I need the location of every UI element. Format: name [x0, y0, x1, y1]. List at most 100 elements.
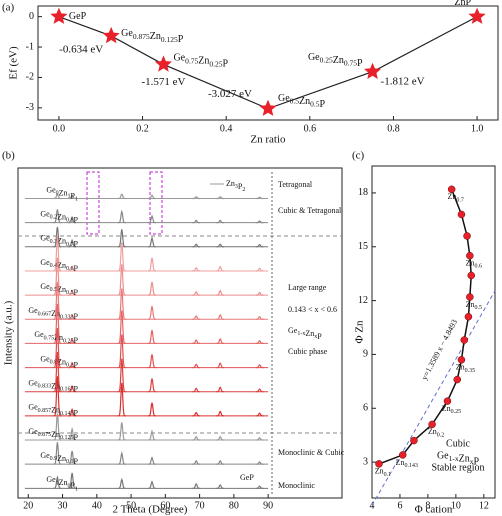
peak	[53, 257, 62, 296]
point-label: Zn0.35	[456, 363, 475, 375]
peak	[68, 384, 77, 393]
peak	[148, 330, 156, 344]
peak	[68, 472, 77, 489]
peak	[216, 337, 225, 344]
peak	[68, 313, 77, 320]
point-label: ZnP	[454, 0, 471, 8]
point-label: Ge0.875Zn0.125P	[121, 28, 184, 45]
value-label: -0.634 eV	[59, 43, 103, 55]
point	[463, 232, 471, 240]
star-point	[50, 7, 68, 24]
legend-entry: GeP	[240, 473, 254, 482]
region-label: Stable region	[431, 462, 484, 473]
point	[375, 460, 383, 468]
peak	[53, 235, 62, 272]
x-tick-label: 4	[370, 500, 375, 511]
point	[460, 336, 468, 344]
star-point	[364, 62, 382, 79]
peak	[117, 477, 126, 489]
peak	[117, 264, 126, 296]
peak	[117, 288, 126, 320]
point-label: Zn0.5	[466, 300, 482, 312]
peak	[192, 435, 201, 441]
point-label: Zn0.7	[447, 192, 463, 204]
peak	[68, 362, 77, 369]
peak	[148, 429, 156, 441]
x-tick-label: 8	[425, 500, 430, 511]
peak	[148, 402, 156, 417]
star-point	[102, 26, 120, 44]
panel-b-frame	[17, 167, 343, 499]
panel-label: (c)	[352, 150, 365, 162]
peak	[192, 290, 201, 296]
peak	[68, 289, 77, 296]
x-tick-label: 30	[58, 500, 68, 511]
panel-label: (a)	[2, 2, 15, 14]
peak	[53, 352, 62, 393]
peak	[117, 382, 126, 417]
point-label: Zn0.25	[442, 404, 461, 416]
peak	[117, 310, 126, 344]
point-label: Ge0.75Zn0.25P	[173, 53, 228, 70]
peak	[192, 266, 201, 272]
peak	[255, 196, 264, 200]
peak	[53, 193, 62, 200]
peak	[53, 303, 62, 344]
phase-label: 0.143 < x < 0.6	[288, 305, 337, 314]
peak	[216, 484, 225, 489]
star-point	[259, 99, 277, 116]
x-tick-label: 0.4	[220, 123, 233, 134]
legend-entry: Zn3P2	[226, 179, 245, 194]
x-tick-label: 80	[229, 500, 239, 511]
region-label: Cubic	[446, 438, 470, 449]
peak	[117, 334, 126, 369]
point	[464, 312, 473, 321]
point	[466, 293, 474, 301]
x-tick-label: 6	[397, 500, 402, 511]
value-label: -1.812 eV	[381, 75, 425, 87]
x-axis-label: Φ cation	[415, 504, 453, 516]
point-label: Zn0.143	[396, 458, 418, 470]
peak	[255, 388, 264, 393]
peak	[53, 327, 62, 369]
series-name: Ge0Zn1P1	[46, 185, 78, 203]
value-label: -1.571 eV	[141, 76, 185, 88]
peak	[216, 460, 225, 465]
phase-label: Large range	[288, 283, 327, 292]
peak	[148, 456, 156, 465]
energy-line	[58, 16, 478, 110]
peak	[192, 196, 201, 200]
point-label: Ge0.25Zn0.75P	[308, 52, 363, 69]
y-tick-label: 12	[358, 295, 368, 306]
peak	[53, 376, 62, 417]
panel-label: (b)	[2, 150, 15, 162]
peak	[255, 243, 264, 248]
fit-label: y=1.3589 x − 4.8493	[420, 318, 459, 381]
point-label: GeP	[69, 11, 87, 22]
peak	[117, 422, 126, 441]
x-tick-label: 12	[479, 500, 489, 511]
peak	[117, 451, 126, 465]
y-tick-label: -1	[26, 41, 34, 52]
x-tick-label: 70	[195, 500, 205, 511]
y-axis-label: Ef (eV)	[8, 46, 20, 80]
point	[453, 375, 462, 384]
peak	[148, 236, 156, 248]
point	[399, 451, 407, 459]
peak	[117, 193, 126, 200]
peak	[255, 220, 264, 224]
peak	[192, 363, 201, 369]
peak	[216, 362, 225, 369]
phase-label: Ge1-xZnxP	[288, 326, 322, 341]
point	[443, 397, 452, 405]
peak	[192, 219, 201, 224]
x-tick-label: 0.2	[136, 123, 149, 134]
y-tick-label: 15	[358, 241, 368, 252]
x-tick-label: 0.8	[387, 123, 400, 134]
panel-c-frame	[371, 165, 496, 499]
peak	[216, 386, 225, 393]
highlight-box	[149, 171, 163, 235]
peak	[148, 257, 156, 272]
point-label: Zn0.1	[375, 467, 391, 479]
